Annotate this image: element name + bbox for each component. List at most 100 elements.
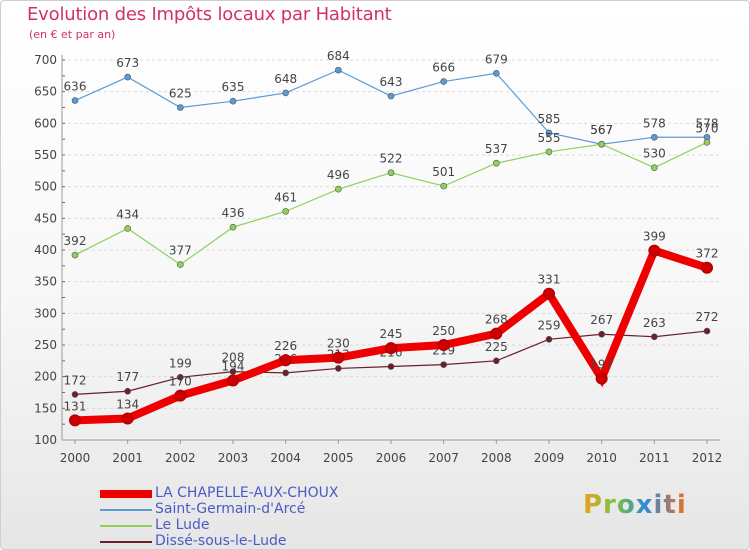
data-label: 268 xyxy=(485,313,508,327)
y-tick-label: 650 xyxy=(34,85,57,99)
data-label: 434 xyxy=(116,207,139,221)
y-tick-label: 500 xyxy=(34,180,57,194)
data-point xyxy=(595,372,608,385)
data-point xyxy=(598,330,605,338)
data-label: 578 xyxy=(696,116,719,130)
data-label: 635 xyxy=(222,80,245,94)
data-label: 226 xyxy=(274,339,297,353)
data-point xyxy=(282,369,289,377)
data-point xyxy=(490,327,503,340)
x-tick-label: 2008 xyxy=(481,451,512,465)
data-point xyxy=(174,389,187,402)
data-point xyxy=(229,97,237,105)
data-point xyxy=(648,244,661,257)
data-point xyxy=(177,261,184,268)
data-label: 585 xyxy=(538,112,561,126)
x-tick-label: 2006 xyxy=(376,451,407,465)
x-tick-label: 2010 xyxy=(586,451,617,465)
legend-label: Saint-Germain-d'Arcé xyxy=(155,501,306,517)
x-tick-label: 2000 xyxy=(60,451,91,465)
x-tick-label: 2007 xyxy=(428,451,459,465)
data-label: 208 xyxy=(222,351,245,365)
data-label: 230 xyxy=(327,337,350,351)
legend-swatch xyxy=(100,525,152,527)
data-point xyxy=(279,354,292,367)
data-point xyxy=(545,335,553,343)
data-label: 250 xyxy=(432,324,455,338)
x-tick-label: 2003 xyxy=(218,451,249,465)
y-tick-label: 200 xyxy=(34,370,57,384)
data-point xyxy=(651,164,658,171)
data-point xyxy=(545,148,553,156)
data-label: 648 xyxy=(274,72,297,86)
data-point xyxy=(71,251,79,259)
x-tick-label: 2011 xyxy=(639,451,670,465)
data-label: 225 xyxy=(485,340,508,354)
data-point xyxy=(493,159,500,167)
data-label: 530 xyxy=(643,147,666,161)
data-point xyxy=(387,92,395,100)
data-label: 377 xyxy=(169,244,192,258)
data-label: 170 xyxy=(169,375,192,389)
data-label: 636 xyxy=(64,80,87,94)
data-label: 567 xyxy=(590,123,613,137)
y-tick-label: 450 xyxy=(34,211,57,225)
data-label: 199 xyxy=(169,356,192,370)
data-label: 372 xyxy=(696,247,719,261)
data-label: 537 xyxy=(485,142,508,156)
proxiti-logo: Proxiti xyxy=(583,490,687,520)
data-point xyxy=(121,412,134,425)
data-point xyxy=(651,133,658,141)
data-label: 496 xyxy=(327,168,350,182)
legend-label: LA CHAPELLE-AUX-CHOUX xyxy=(155,485,339,501)
data-label: 259 xyxy=(538,318,561,332)
data-label: 567 xyxy=(590,123,613,137)
data-label: 272 xyxy=(696,310,719,324)
data-point xyxy=(229,223,237,231)
data-point xyxy=(332,351,345,364)
data-point xyxy=(282,208,289,215)
data-point xyxy=(282,89,289,97)
data-label: 555 xyxy=(538,131,561,145)
data-label: 625 xyxy=(169,87,192,101)
data-point xyxy=(177,373,184,381)
data-point xyxy=(598,140,605,148)
data-point xyxy=(124,225,131,232)
data-point xyxy=(177,104,184,111)
data-label: 570 xyxy=(696,121,719,135)
data-point xyxy=(227,374,239,387)
data-label: 245 xyxy=(380,327,403,341)
data-point xyxy=(545,129,553,137)
data-point xyxy=(335,365,342,372)
data-point xyxy=(71,97,79,104)
x-tick-label: 2002 xyxy=(165,451,196,465)
data-point xyxy=(69,414,81,427)
data-label: 134 xyxy=(116,397,139,411)
data-point xyxy=(440,361,447,368)
data-label: 684 xyxy=(327,49,350,63)
data-point xyxy=(335,66,342,74)
data-point xyxy=(651,333,658,341)
data-label: 263 xyxy=(643,316,666,330)
data-label: 643 xyxy=(380,75,403,89)
data-point xyxy=(71,391,79,398)
y-tick-label: 350 xyxy=(34,275,57,289)
data-label: 177 xyxy=(116,370,139,384)
data-point xyxy=(387,363,395,370)
legend-label: Le Lude xyxy=(155,517,210,533)
x-tick-label: 2009 xyxy=(534,451,565,465)
legend-swatch xyxy=(100,541,152,543)
data-label: 679 xyxy=(485,52,508,66)
data-label: 197 xyxy=(590,358,613,372)
data-point xyxy=(437,339,450,351)
data-point xyxy=(124,387,131,395)
data-label: 436 xyxy=(222,206,245,220)
data-point xyxy=(440,182,447,190)
data-point xyxy=(124,73,131,81)
data-label: 501 xyxy=(432,165,455,179)
y-tick-label: 100 xyxy=(34,433,57,447)
x-tick-label: 2012 xyxy=(692,451,723,465)
data-point xyxy=(703,139,711,146)
data-point xyxy=(385,342,397,355)
